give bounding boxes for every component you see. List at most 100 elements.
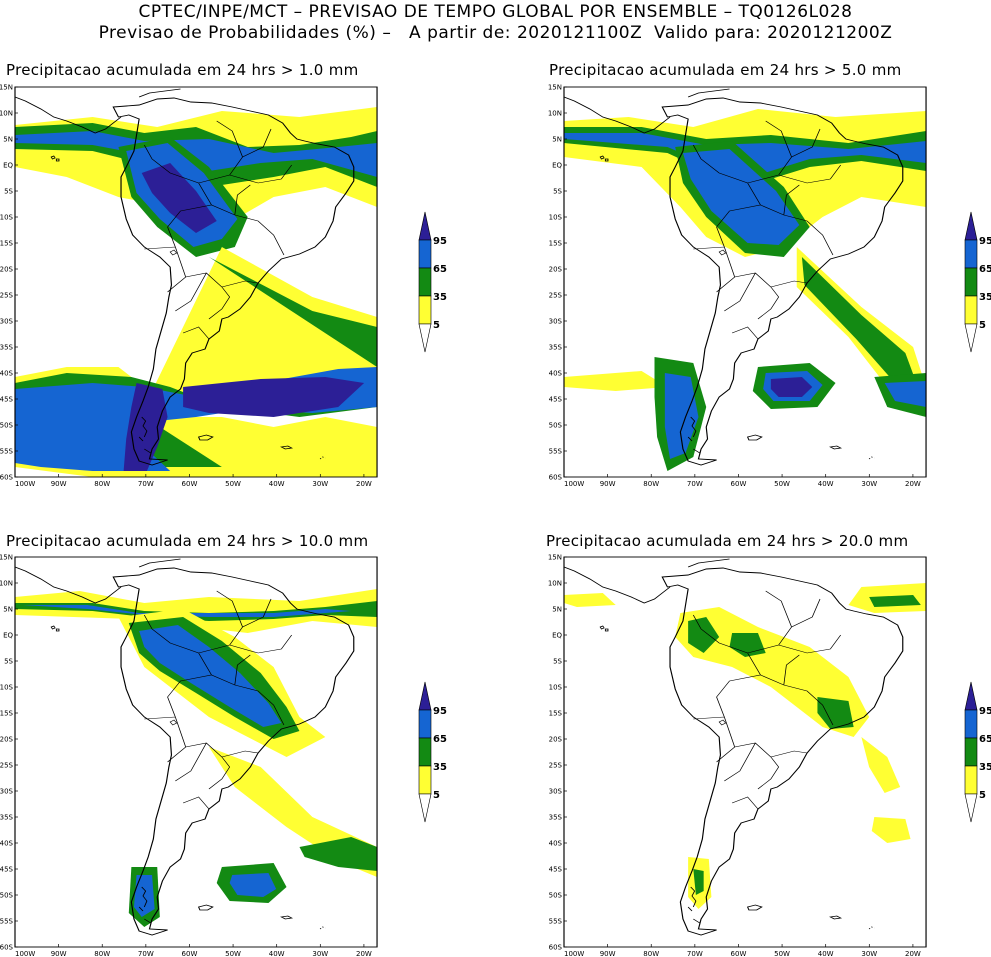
lat-tick-label: 40S xyxy=(0,370,14,378)
lon-tick-label: 50W xyxy=(225,480,241,488)
lat-tick-label: 15S xyxy=(549,240,563,248)
lat-tick-label: EQ xyxy=(552,162,562,170)
lat-tick-label: 10N xyxy=(548,580,562,588)
lon-tick-label: 60W xyxy=(731,480,747,488)
lat-tick-label: 55S xyxy=(0,448,14,456)
main-title: CPTEC/INPE/MCT – PREVISAO DE TEMPO GLOBA… xyxy=(138,2,853,22)
colorbar-label: 95 xyxy=(979,236,991,247)
colorbar-segment-5 xyxy=(418,765,432,795)
lat-tick-label: 5S xyxy=(553,188,562,196)
lat-tick-label: 20S xyxy=(549,266,563,274)
colorbar-label: 95 xyxy=(433,236,447,247)
lat-tick-label: 30S xyxy=(549,788,563,796)
colorbar-label: 35 xyxy=(979,292,991,303)
lon-tick-label: 90W xyxy=(600,480,616,488)
colorbar-segment-35 xyxy=(964,737,978,767)
lat-tick-label: 15N xyxy=(0,84,13,92)
lon-tick-label: 90W xyxy=(51,480,67,488)
panel-1mm xyxy=(14,86,378,478)
lat-tick-label: 50S xyxy=(549,892,563,900)
lon-tick-label: 30W xyxy=(312,480,328,488)
lat-tick-label: 15N xyxy=(0,554,13,562)
colorbar-bottom-triangle xyxy=(418,323,432,353)
lat-tick-label: 40S xyxy=(549,840,563,848)
lat-tick-label: 45S xyxy=(549,866,563,874)
lat-tick-label: 45S xyxy=(0,396,14,404)
lat-tick-label: 10S xyxy=(549,214,563,222)
main-subtitle: Previsao de Probabilidades (%) – A parti… xyxy=(98,23,893,43)
lat-tick-label: 60S xyxy=(0,474,14,482)
lat-tick-label: 10N xyxy=(548,110,562,118)
lon-tick-label: 90W xyxy=(51,950,67,957)
colorbar-bottom-triangle xyxy=(964,793,978,823)
panel-5mm xyxy=(563,86,927,478)
colorbar: 95 65 35 5 xyxy=(964,681,991,823)
colorbar-bottom-triangle xyxy=(418,793,432,823)
lat-tick-label: 45S xyxy=(0,866,14,874)
lat-tick-label: 55S xyxy=(549,918,563,926)
colorbar-segment-35 xyxy=(964,267,978,297)
lon-tick-label: 60W xyxy=(182,480,198,488)
lon-tick-label: 20W xyxy=(905,480,921,488)
lat-tick-label: 40S xyxy=(549,370,563,378)
colorbar: 95 65 35 5 xyxy=(418,211,447,353)
lon-tick-label: 40W xyxy=(269,950,285,957)
lon-tick-label: 20W xyxy=(356,480,372,488)
colorbar-label: 65 xyxy=(979,264,991,275)
lat-tick-label: 30S xyxy=(0,318,14,326)
lat-tick-label: 10S xyxy=(549,684,563,692)
lat-tick-label: 55S xyxy=(0,918,14,926)
colorbar-bottom-triangle xyxy=(964,323,978,353)
colorbar-label: 65 xyxy=(433,264,447,275)
lat-tick-label: 35S xyxy=(0,814,14,822)
lon-tick-label: 30W xyxy=(312,950,328,957)
lon-tick-label: 30W xyxy=(861,950,877,957)
colorbar-segment-5 xyxy=(964,295,978,325)
lat-tick-label: 25S xyxy=(0,762,14,770)
colorbar-label: 35 xyxy=(433,762,447,773)
lon-tick-label: 50W xyxy=(774,480,790,488)
colorbar-top-triangle xyxy=(964,211,978,241)
lon-tick-label: 80W xyxy=(94,950,110,957)
colorbar-label: 5 xyxy=(979,790,986,801)
lat-tick-label: 10S xyxy=(0,214,14,222)
lat-tick-label: 5N xyxy=(552,136,562,144)
lat-tick-label: 35S xyxy=(0,344,14,352)
lat-tick-label: 60S xyxy=(0,944,14,952)
colorbar-top-triangle xyxy=(964,681,978,711)
lat-tick-label: EQ xyxy=(552,632,562,640)
colorbar-label: 35 xyxy=(979,762,991,773)
lat-tick-label: 60S xyxy=(549,474,563,482)
lat-tick-label: 5S xyxy=(4,188,13,196)
lon-tick-label: 20W xyxy=(905,950,921,957)
panel-title-5mm: Precipitacao acumulada em 24 hrs > 5.0 m… xyxy=(549,61,902,79)
colorbar: 95 65 35 5 xyxy=(418,681,447,823)
lat-tick-label: 30S xyxy=(0,788,14,796)
lat-tick-label: 15N xyxy=(548,554,562,562)
lat-tick-label: 50S xyxy=(549,422,563,430)
colorbar-label: 35 xyxy=(433,292,447,303)
colorbar-label: 65 xyxy=(979,734,991,745)
lon-tick-label: 60W xyxy=(731,950,747,957)
lon-tick-label: 60W xyxy=(182,950,198,957)
colorbar-label: 5 xyxy=(433,790,440,801)
lat-tick-label: 20S xyxy=(0,266,14,274)
lon-tick-label: 30W xyxy=(861,480,877,488)
lon-tick-label: 80W xyxy=(643,480,659,488)
lat-tick-label: 5N xyxy=(3,136,13,144)
lat-tick-label: 15S xyxy=(549,710,563,718)
lat-tick-label: 10N xyxy=(0,580,13,588)
lon-tick-label: 40W xyxy=(818,950,834,957)
lat-tick-label: 25S xyxy=(0,292,14,300)
lat-tick-label: 50S xyxy=(0,892,14,900)
lat-tick-label: 15N xyxy=(548,84,562,92)
lat-tick-label: 15S xyxy=(0,710,14,718)
lat-tick-label: 55S xyxy=(549,448,563,456)
colorbar-segment-65 xyxy=(964,239,978,269)
colorbar-top-triangle xyxy=(418,681,432,711)
panel-title-10mm: Precipitacao acumulada em 24 hrs > 10.0 … xyxy=(6,532,369,550)
lat-tick-label: 20S xyxy=(549,736,563,744)
lat-tick-label: 5N xyxy=(3,606,13,614)
panel-title-1mm: Precipitacao acumulada em 24 hrs > 1.0 m… xyxy=(6,61,359,79)
lon-tick-label: 100W xyxy=(15,950,35,957)
